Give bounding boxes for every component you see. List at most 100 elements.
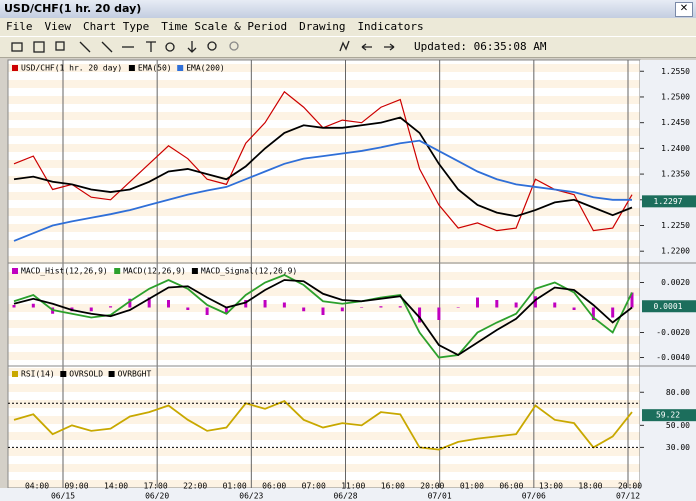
legend-swatch xyxy=(12,65,18,71)
save-icon[interactable] xyxy=(33,41,45,53)
time-label: 06:00 xyxy=(262,482,286,491)
histogram-bar xyxy=(398,306,402,308)
histogram-bar xyxy=(31,303,35,308)
legend-label: OVRSOLD xyxy=(69,370,103,379)
date-label: 06/28 xyxy=(333,492,357,501)
zoom-in-icon[interactable] xyxy=(207,41,217,51)
right-icon[interactable] xyxy=(384,43,395,51)
down-icon[interactable] xyxy=(187,41,197,53)
legend-label: MACD_Hist(12,26,9) xyxy=(21,267,108,276)
date-label: 07/12 xyxy=(616,492,640,501)
histogram-bar xyxy=(302,307,306,312)
y-tick-label: 1.2400 xyxy=(661,144,690,153)
point-icon[interactable] xyxy=(165,42,175,52)
histogram-bar xyxy=(591,307,595,320)
histogram-bar xyxy=(205,307,209,315)
legend-label: MACD(12,26,9) xyxy=(123,267,186,276)
date-label: 06/15 xyxy=(51,492,75,501)
menu-item[interactable]: Chart Type xyxy=(83,20,150,33)
window-title: USD/CHF(1 hr. 20 day) xyxy=(4,2,142,15)
histogram-bar xyxy=(379,306,383,308)
status-text: Updated: 06:35:08 AM xyxy=(414,40,547,53)
menu-item[interactable]: View xyxy=(44,20,72,33)
copy-icon[interactable] xyxy=(55,41,65,51)
menu-item[interactable]: Indicators xyxy=(357,20,424,33)
legend-swatch xyxy=(60,371,67,377)
time-label: 01:00 xyxy=(460,482,484,491)
histogram-bar xyxy=(186,307,190,310)
current-value-label: 59.22 xyxy=(656,411,680,420)
histogram-bar xyxy=(167,300,170,308)
time-axis-panel xyxy=(0,488,696,501)
legend-label: USD/CHF(1 hr. 20 day) xyxy=(21,64,122,73)
time-label: 22:00 xyxy=(183,482,207,491)
y-tick-label: -0.0040 xyxy=(656,353,690,362)
date-label: 07/01 xyxy=(428,492,452,501)
time-label: 01:00 xyxy=(223,482,247,491)
histogram-bar xyxy=(263,300,267,308)
y-tick-label: -0.0020 xyxy=(656,328,690,337)
y-tick-label: 1.2450 xyxy=(661,118,690,127)
histogram-bar xyxy=(533,296,537,308)
legend-swatch xyxy=(114,268,121,274)
series-line xyxy=(13,139,632,242)
menu-bar: File View Chart Type Time Scale & Period Dra… xyxy=(0,18,696,36)
title-bar: USD/CHF(1 hr. 20 day) ✕ xyxy=(0,0,696,18)
menu-item[interactable]: Drawing xyxy=(299,20,346,33)
series-line xyxy=(13,116,633,218)
series-line xyxy=(13,400,633,451)
chart-icon[interactable] xyxy=(339,40,350,52)
histogram-bar xyxy=(360,307,364,308)
legend-label: MACD_Signal(12,26,9) xyxy=(201,267,297,276)
time-label: 14:00 xyxy=(104,482,128,491)
legend-label: EMA(50) xyxy=(138,64,172,73)
chart: 06/15 06/20 06/23 06/28 07/01 07/06 07/12 04:00… xyxy=(0,59,696,501)
histogram-bar xyxy=(553,302,557,308)
current-value-box xyxy=(642,195,696,208)
histogram-bar xyxy=(147,297,151,308)
text-icon[interactable] xyxy=(146,41,156,52)
histogram-bar xyxy=(495,300,499,308)
zoom-out-icon[interactable] xyxy=(229,41,239,51)
time-label: 13:00 xyxy=(539,482,563,491)
histogram-bar xyxy=(321,307,325,315)
date-label: 06/23 xyxy=(239,492,263,501)
time-label: 06:00 xyxy=(499,482,523,491)
toolbar-icons xyxy=(11,40,395,53)
y-tick-label: 0.0020 xyxy=(661,278,690,287)
toolbar: Updated: 06:35:08 AM xyxy=(0,36,696,58)
y-tick-label: 1.2350 xyxy=(661,170,690,179)
histogram-bar xyxy=(89,307,93,312)
time-label: 18:00 xyxy=(578,482,602,491)
y-tick-label: 80.00 xyxy=(666,388,690,397)
histogram-bar xyxy=(12,305,16,308)
legend-label: RSI(14) xyxy=(21,370,55,379)
histogram-bar xyxy=(514,302,518,308)
legend-swatch xyxy=(191,268,198,274)
ray-icon[interactable] xyxy=(101,41,113,53)
time-label: 07:00 xyxy=(302,482,326,491)
current-value-label: 1.2297 xyxy=(654,197,683,206)
histogram-bar xyxy=(244,300,248,308)
time-label: 17:00 xyxy=(144,482,168,491)
time-label: 04:00 xyxy=(25,482,49,491)
legend-swatch xyxy=(177,65,184,71)
histogram-bar xyxy=(128,298,132,308)
print-icon[interactable] xyxy=(11,42,23,52)
menu-item[interactable]: Time Scale & Period xyxy=(161,20,288,33)
series-line xyxy=(13,279,633,357)
histogram-bar xyxy=(630,292,634,308)
close-button[interactable]: ✕ xyxy=(675,2,693,17)
trendline-icon[interactable] xyxy=(79,41,91,53)
histogram-bar xyxy=(476,297,479,308)
histogram-bar xyxy=(456,307,460,308)
histogram-bar xyxy=(224,307,228,314)
y-tick-label: 1.2550 xyxy=(661,67,690,76)
menu-item[interactable]: File xyxy=(6,20,33,33)
histogram-bar xyxy=(572,307,576,310)
left-icon[interactable] xyxy=(361,43,372,51)
histogram-bar xyxy=(109,306,113,308)
y-tick-label: 30.00 xyxy=(666,443,690,452)
legend-swatch xyxy=(108,371,115,377)
